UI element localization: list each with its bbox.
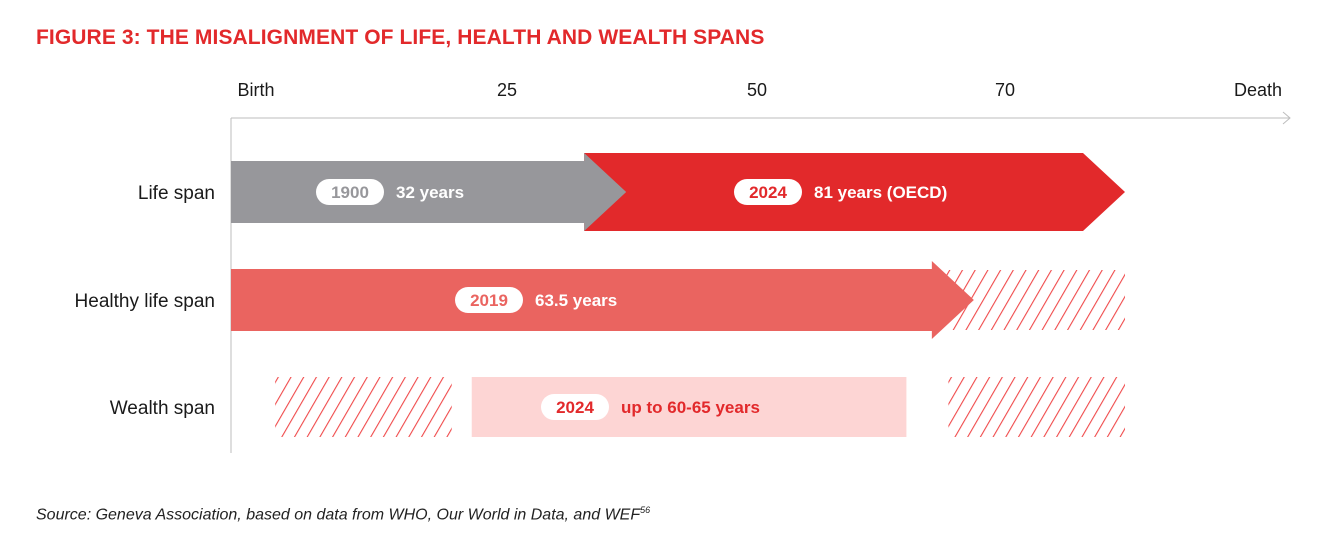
bar-value-label: 63.5 years — [535, 291, 617, 310]
life-span-2024-bar — [584, 153, 1125, 231]
row-label: Life span — [138, 183, 215, 204]
source-note: Source: Geneva Association, based on dat… — [36, 505, 650, 524]
x-tick-label: Death — [1234, 80, 1282, 100]
year-label: 1900 — [331, 183, 369, 202]
bar-value-label: 81 years (OECD) — [814, 183, 947, 202]
x-tick-label: 70 — [995, 80, 1015, 100]
bars: Life span 1900 32 years 2024 81 years (OECD)… — [75, 153, 1125, 437]
life-span-1900-bar — [231, 153, 627, 231]
bar-value-label: up to 60-65 years — [621, 398, 760, 417]
x-tick-label: 50 — [747, 80, 767, 100]
bar-value-label: 32 years — [396, 183, 464, 202]
year-label: 2019 — [470, 291, 508, 310]
source-footnote: 56 — [640, 505, 651, 515]
row-label: Healthy life span — [75, 291, 215, 312]
chart-title: FIGURE 3: THE MISALIGNMENT OF LIFE, HEAL… — [36, 26, 765, 49]
x-axis-arrowhead — [1282, 111, 1291, 125]
row-healthy-life-span: Healthy life span 2019 63.5 years — [75, 261, 1125, 339]
x-axis: Birth 25 50 70 Death — [230, 80, 1291, 453]
hatched-gap — [275, 377, 452, 437]
source-text: Source: Geneva Association, based on dat… — [36, 506, 641, 524]
hatched-gap — [948, 377, 1125, 437]
year-pill — [734, 179, 802, 205]
row-life-span: Life span 1900 32 years 2024 81 years (OECD) — [138, 153, 1125, 231]
lifespan-chart: Birth 25 50 70 Death Life span 1900 32 years 20… — [75, 80, 1291, 453]
healthy-span-bar — [231, 261, 974, 339]
x-tick-label: 25 — [497, 80, 517, 100]
year-label: 2024 — [556, 398, 594, 417]
year-pill — [455, 287, 523, 313]
x-tick-label: Birth — [237, 80, 274, 100]
year-pill — [541, 394, 609, 420]
year-pill — [316, 179, 384, 205]
row-wealth-span: Wealth span 2024 up to 60-65 years — [110, 377, 1125, 437]
year-label: 2024 — [749, 183, 787, 202]
row-label: Wealth span — [110, 398, 215, 419]
